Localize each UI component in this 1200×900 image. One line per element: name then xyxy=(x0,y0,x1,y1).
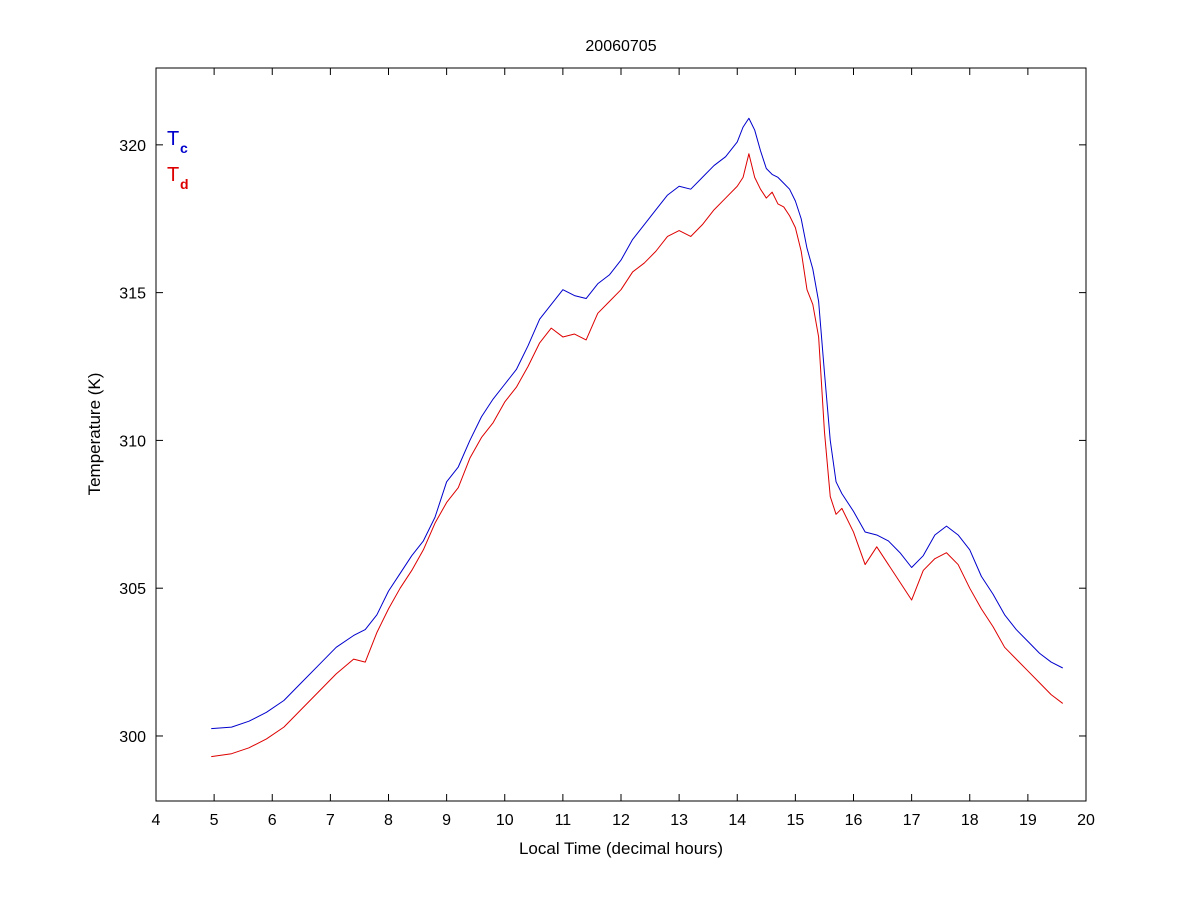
series-line-tc xyxy=(211,117,1063,730)
x-tick-label: 9 xyxy=(442,812,451,829)
x-tick-label: 20 xyxy=(1077,812,1095,829)
x-tick-label: 10 xyxy=(496,812,514,829)
x-tick-label: 17 xyxy=(903,812,921,829)
chart-title: 20060705 xyxy=(585,38,656,55)
x-tick-label: 15 xyxy=(786,812,804,829)
series-line-td xyxy=(211,153,1064,758)
x-axis-label: Local Time (decimal hours) xyxy=(519,839,723,858)
x-tick-label: 7 xyxy=(326,812,335,829)
plot-area xyxy=(155,67,1087,802)
x-tick-label: 6 xyxy=(268,812,277,829)
x-tick-label: 12 xyxy=(612,812,630,829)
y-axis-label: Temperature (K) xyxy=(85,373,104,496)
x-tick-label: 19 xyxy=(1019,812,1037,829)
x-tick-label: 4 xyxy=(152,812,161,829)
x-tick-label: 8 xyxy=(384,812,393,829)
x-tick-label: 14 xyxy=(728,812,746,829)
x-tick-label: 18 xyxy=(961,812,979,829)
series-lines xyxy=(211,117,1064,758)
legend-symbol: T xyxy=(167,164,179,186)
y-tick-label: 310 xyxy=(119,433,146,450)
axis-ticks: 4 5 6 7 8 9 10 11 12 13 14 15 16 17 18 19 20 300 305 310 315… xyxy=(119,68,1095,829)
x-tick-label: 11 xyxy=(555,812,572,829)
x-tick-label: 5 xyxy=(210,812,219,829)
x-tick-label: 13 xyxy=(670,812,688,829)
y-tick-label: 320 xyxy=(119,138,146,155)
x-tick-label: 16 xyxy=(845,812,863,829)
y-tick-label: 305 xyxy=(119,581,146,598)
legend-subscript: d xyxy=(180,176,189,192)
legend-subscript: c xyxy=(180,140,188,156)
y-tick-label: 315 xyxy=(119,286,146,303)
legend-symbol: T xyxy=(167,128,179,150)
y-tick-label: 300 xyxy=(119,729,146,746)
